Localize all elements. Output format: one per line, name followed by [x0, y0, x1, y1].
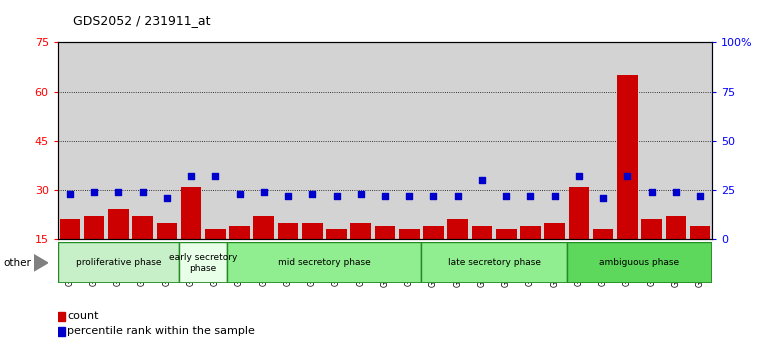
Bar: [58, 327, 65, 336]
Point: [476, 177, 488, 183]
Point: [645, 189, 658, 195]
Bar: [326, 229, 347, 239]
Bar: [82, 42, 106, 239]
Bar: [373, 42, 397, 239]
Bar: [156, 223, 177, 239]
Bar: [567, 42, 591, 239]
Text: other: other: [3, 258, 31, 268]
Polygon shape: [34, 255, 48, 271]
Bar: [179, 42, 203, 239]
Bar: [472, 226, 492, 239]
Bar: [593, 229, 614, 239]
Point: [379, 193, 391, 199]
Point: [597, 195, 609, 200]
Bar: [58, 242, 179, 283]
Bar: [664, 42, 688, 239]
Bar: [253, 216, 274, 239]
Bar: [470, 42, 494, 239]
Bar: [641, 219, 662, 239]
Bar: [421, 242, 567, 283]
Bar: [300, 42, 324, 239]
Point: [427, 193, 440, 199]
Point: [621, 173, 634, 179]
Bar: [227, 242, 421, 283]
Bar: [84, 216, 105, 239]
Bar: [181, 187, 202, 239]
Bar: [108, 210, 129, 239]
Bar: [397, 42, 421, 239]
Bar: [179, 242, 227, 283]
Bar: [568, 187, 589, 239]
Bar: [205, 229, 226, 239]
Text: proliferative phase: proliferative phase: [75, 258, 161, 267]
Bar: [567, 242, 712, 283]
Bar: [690, 226, 711, 239]
Bar: [302, 223, 323, 239]
Point: [233, 191, 246, 196]
Bar: [58, 42, 82, 239]
Bar: [59, 219, 80, 239]
Point: [136, 189, 149, 195]
Point: [524, 193, 537, 199]
Bar: [518, 42, 543, 239]
Bar: [130, 42, 155, 239]
Bar: [543, 42, 567, 239]
Bar: [155, 42, 179, 239]
Point: [258, 189, 270, 195]
Bar: [132, 216, 153, 239]
Point: [88, 189, 100, 195]
Point: [185, 173, 197, 179]
Bar: [203, 42, 227, 239]
Text: percentile rank within the sample: percentile rank within the sample: [68, 326, 255, 336]
Bar: [375, 226, 395, 239]
Text: count: count: [68, 312, 99, 321]
Bar: [252, 42, 276, 239]
Text: GDS2052 / 231911_at: GDS2052 / 231911_at: [73, 14, 211, 27]
Point: [670, 189, 682, 195]
Bar: [278, 223, 298, 239]
Point: [330, 193, 343, 199]
Point: [500, 193, 512, 199]
Bar: [106, 42, 130, 239]
Bar: [688, 42, 712, 239]
Point: [573, 173, 585, 179]
Bar: [446, 42, 470, 239]
Bar: [424, 226, 444, 239]
Text: mid secretory phase: mid secretory phase: [278, 258, 371, 267]
Bar: [350, 223, 371, 239]
Point: [694, 193, 706, 199]
Point: [451, 193, 464, 199]
Bar: [324, 42, 349, 239]
Point: [112, 189, 125, 195]
Bar: [615, 42, 640, 239]
Point: [282, 193, 294, 199]
Point: [355, 191, 367, 196]
Bar: [496, 229, 517, 239]
Bar: [591, 42, 615, 239]
Bar: [276, 42, 300, 239]
Bar: [399, 229, 420, 239]
Bar: [665, 216, 686, 239]
Bar: [447, 219, 468, 239]
Bar: [349, 42, 373, 239]
Point: [161, 195, 173, 200]
Bar: [640, 42, 664, 239]
Bar: [544, 223, 565, 239]
Bar: [617, 75, 638, 239]
Text: early secretory
phase: early secretory phase: [169, 253, 237, 273]
Bar: [494, 42, 518, 239]
Text: late secretory phase: late secretory phase: [447, 258, 541, 267]
Point: [209, 173, 222, 179]
Bar: [521, 226, 541, 239]
Text: ambiguous phase: ambiguous phase: [600, 258, 680, 267]
Bar: [58, 312, 65, 321]
Bar: [229, 226, 249, 239]
Bar: [421, 42, 446, 239]
Point: [306, 191, 319, 196]
Point: [403, 193, 415, 199]
Point: [548, 193, 561, 199]
Point: [64, 191, 76, 196]
Bar: [227, 42, 252, 239]
